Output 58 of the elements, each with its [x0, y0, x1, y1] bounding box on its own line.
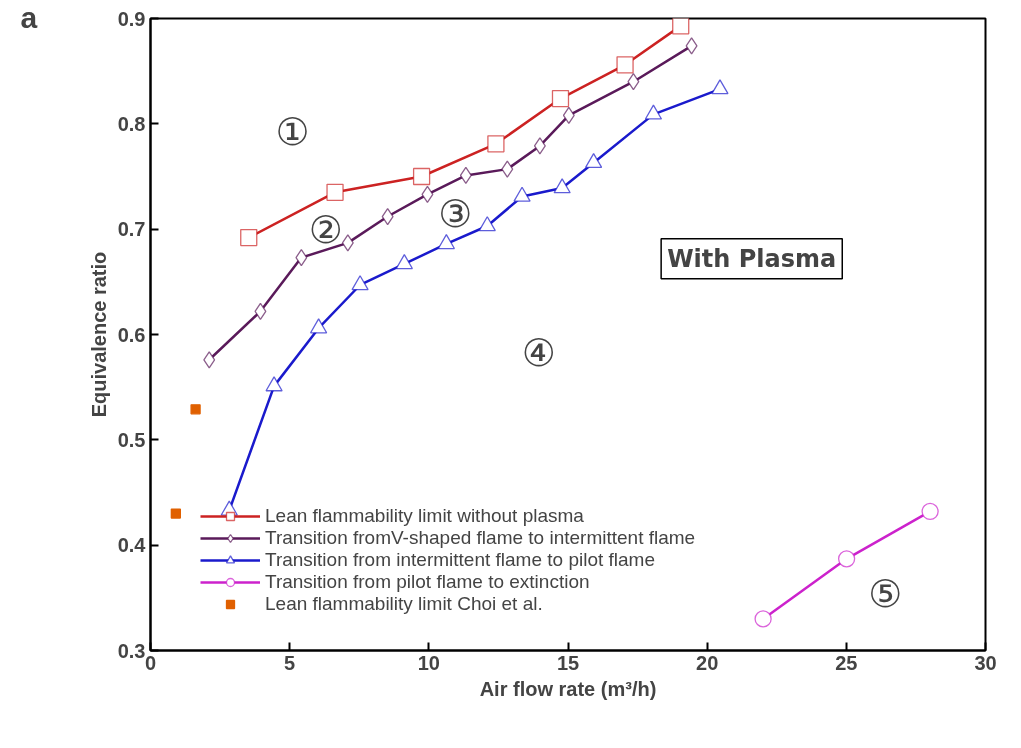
point: [584, 152, 603, 169]
annotation: With Plasma: [667, 244, 837, 273]
point: [341, 234, 354, 252]
point: [685, 37, 698, 55]
legend-label: Lean flammability limit Choi et al.: [265, 593, 543, 615]
point: [553, 178, 571, 194]
point: [921, 502, 939, 521]
point: [395, 254, 413, 270]
y-tick-label: 0.8: [117, 112, 146, 135]
point: [412, 167, 431, 186]
point: [351, 275, 369, 291]
point: [837, 550, 856, 568]
y-tick-label: 0.7: [117, 218, 146, 241]
annotation: ⑤: [868, 571, 903, 616]
point: [309, 318, 328, 334]
point: [190, 404, 201, 415]
point: [437, 234, 456, 250]
legend-label: Transition from intermittent flame to pilot flame: [265, 549, 655, 571]
point: [616, 56, 634, 74]
point: [240, 228, 258, 247]
x-tick-label: 10: [417, 651, 440, 674]
annotation: ④: [521, 331, 556, 376]
legend-label: Transition fromV-shaped flame to intermittent flame: [265, 527, 696, 549]
point: [326, 183, 344, 201]
legend-label: Lean flammability limit without plasma: [265, 505, 584, 527]
y-tick-label: 0.9: [117, 7, 146, 30]
point: [711, 79, 729, 95]
x-tick-label: 0: [144, 651, 157, 674]
y-tick-label: 0.3: [117, 639, 146, 662]
point: [501, 160, 514, 178]
point: [478, 216, 496, 232]
x-tick-label: 25: [835, 651, 858, 674]
point: [644, 104, 663, 120]
point: [551, 89, 570, 108]
x-tick-label: 20: [696, 651, 719, 674]
point: [265, 376, 283, 392]
point: [170, 508, 181, 519]
annotation: ③: [438, 192, 473, 237]
y-tick-label: 0.6: [117, 323, 146, 346]
x-tick-label: 15: [556, 651, 580, 674]
x-tick-label: 5: [284, 651, 296, 674]
point: [627, 73, 640, 91]
y-axis-title: Equivalence ratio: [87, 251, 110, 418]
point: [533, 137, 546, 155]
point: [672, 18, 690, 35]
annotation: ①: [275, 110, 310, 155]
x-tick-label: 30: [974, 651, 997, 674]
annotation: ②: [308, 208, 343, 253]
point: [513, 186, 531, 202]
y-tick-label: 0.4: [117, 534, 147, 557]
point: [487, 135, 505, 153]
point: [203, 351, 216, 369]
legend-label: Transition from pilot flame to extinction: [265, 571, 590, 593]
point: [754, 610, 772, 628]
point: [254, 302, 267, 320]
x-axis-title: Air flow rate (m³/h): [479, 677, 657, 700]
y-tick-label: 0.5: [117, 428, 146, 451]
chart-title: a: [20, 0, 38, 34]
